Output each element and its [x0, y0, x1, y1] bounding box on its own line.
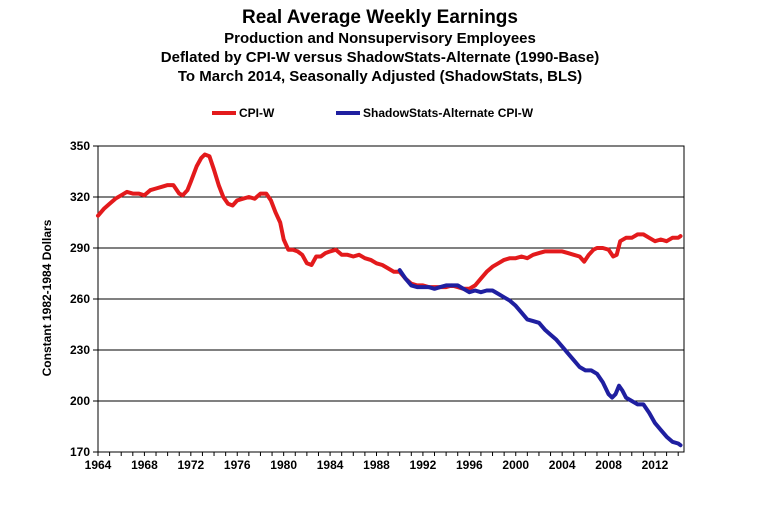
x-tick-label-2012: 2012: [642, 458, 669, 472]
y-tick-label-320: 320: [70, 190, 90, 204]
series-lines: [96, 152, 683, 448]
gridlines: [98, 196, 684, 402]
y-tick-label-170: 170: [70, 445, 90, 459]
x-tick-label-2000: 2000: [502, 458, 529, 472]
x-tick-label-1964: 1964: [85, 458, 112, 472]
y-axis-label: Constant 1982-1984 Dollars: [40, 219, 54, 376]
x-tick-label-1984: 1984: [317, 458, 344, 472]
series-line-cpi-w: [96, 152, 683, 291]
y-tick-label-200: 200: [70, 394, 90, 408]
x-tick-label-1980: 1980: [270, 458, 297, 472]
legend: CPI-W ShadowStats-Alternate CPI-W: [212, 106, 534, 120]
y-tick-label-290: 290: [70, 241, 90, 255]
chart-title: Real Average Weekly Earnings: [242, 7, 518, 28]
series-line-shadowstats: [397, 268, 683, 448]
x-tick-label-2004: 2004: [549, 458, 576, 472]
chart-subtitle-1: Production and Nonsupervisory Employees: [224, 30, 536, 47]
chart-subtitle-3: To March 2014, Seasonally Adjusted (Shad…: [177, 68, 583, 85]
x-tick-label-2008: 2008: [595, 458, 622, 472]
chart-titles: Real Average Weekly Earnings Production …: [0, 6, 760, 86]
x-tick-label-1988: 1988: [363, 458, 390, 472]
legend-label-cpi-w: CPI-W: [239, 106, 275, 120]
axes: 170 200 230 260 290 320 350 1964 1968 1972 1976 198…: [70, 139, 685, 472]
x-tick-label-1992: 1992: [410, 458, 437, 472]
y-tick-label-230: 230: [70, 343, 90, 357]
x-tick-label-1996: 1996: [456, 458, 483, 472]
x-tick-label-1972: 1972: [177, 458, 204, 472]
x-tick-label-1976: 1976: [224, 458, 251, 472]
x-tick-label-1968: 1968: [131, 458, 158, 472]
legend-label-shadowstats: ShadowStats-Alternate CPI-W: [363, 106, 534, 120]
y-tick-label-350: 350: [70, 139, 90, 153]
chart-subtitle-2: Deflated by CPI-W versus ShadowStats-Alt…: [160, 49, 600, 66]
y-tick-label-260: 260: [70, 292, 90, 306]
